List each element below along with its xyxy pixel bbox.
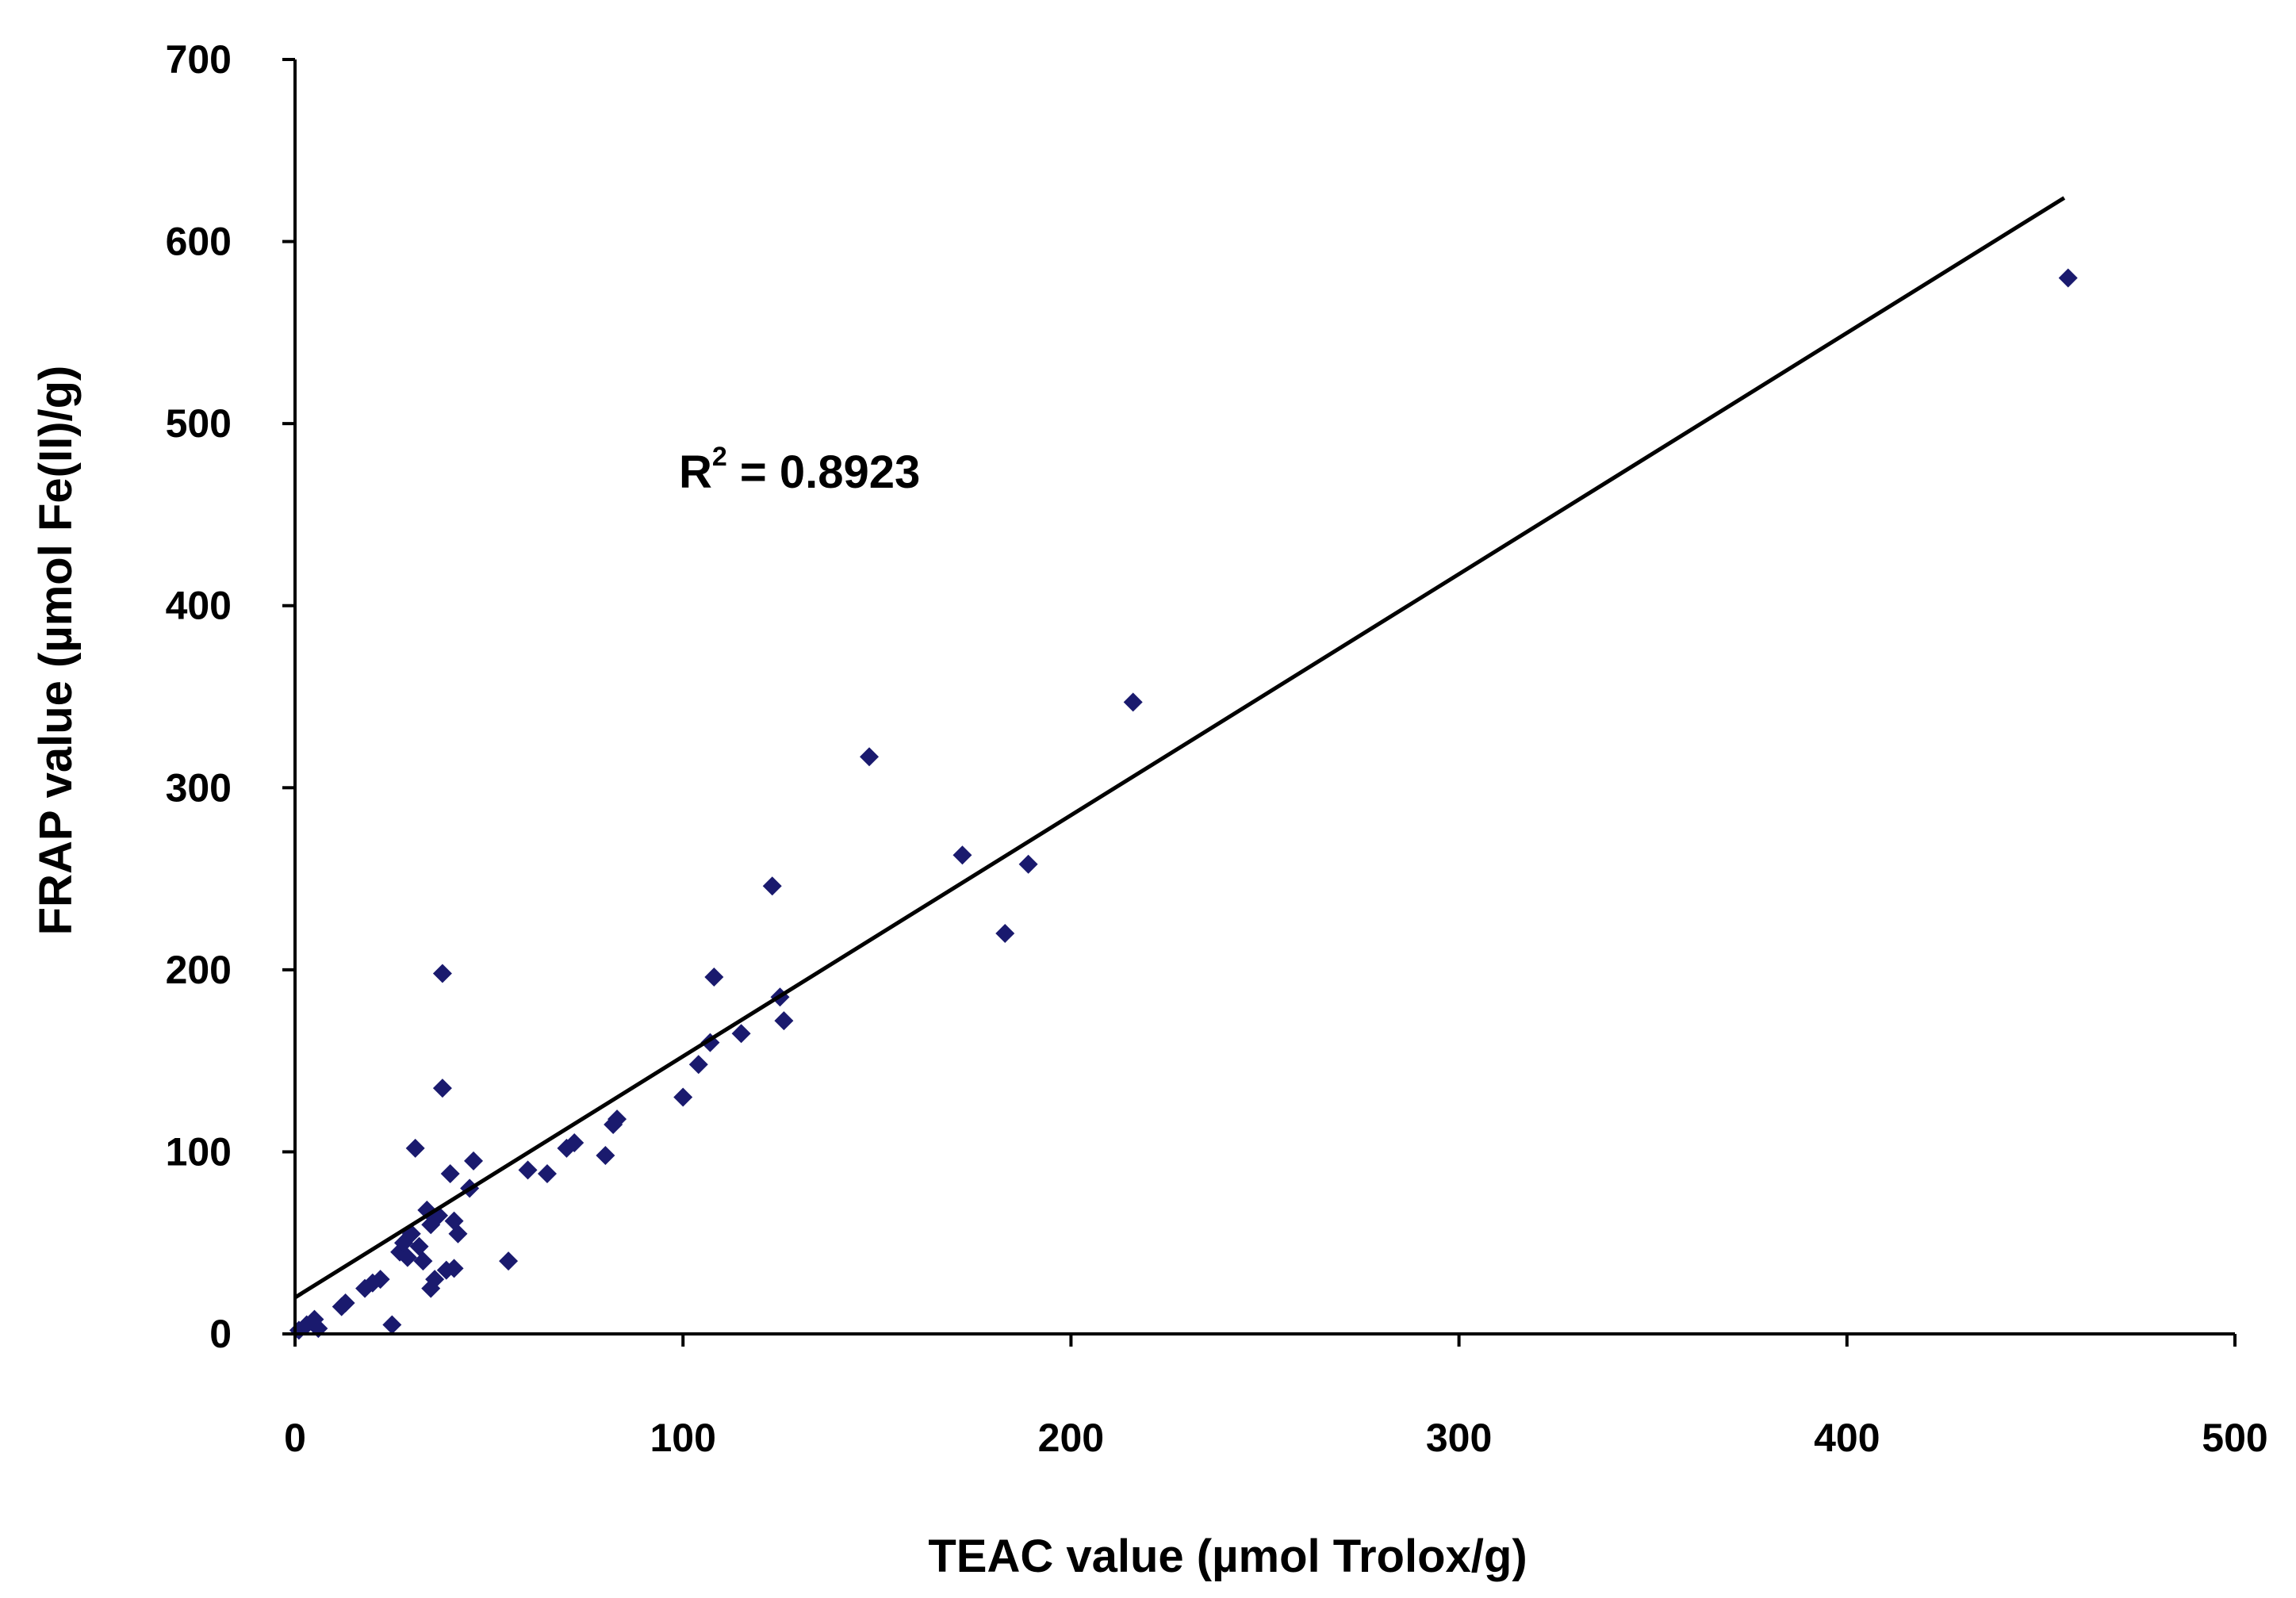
data-point xyxy=(537,1163,557,1183)
x-tick-label: 100 xyxy=(650,1416,715,1460)
y-tick-label: 200 xyxy=(166,948,232,992)
x-axis-ticks: 0 100 200 300 400 500 xyxy=(284,1334,2268,1460)
y-tick-label: 500 xyxy=(166,401,232,446)
y-tick-label: 600 xyxy=(166,220,232,264)
data-point xyxy=(397,1247,417,1267)
data-point xyxy=(995,923,1015,943)
data-point xyxy=(608,1109,627,1129)
y-tick-label: 700 xyxy=(166,37,232,82)
data-point xyxy=(596,1146,615,1166)
data-point xyxy=(499,1251,519,1271)
data-point xyxy=(448,1224,468,1244)
data-point xyxy=(762,876,782,896)
data-point xyxy=(413,1251,433,1271)
trend-line xyxy=(293,196,2066,1300)
y-axis-title: FRAP value (µmol Fe(II)/g) xyxy=(30,366,82,936)
x-tick-label: 0 xyxy=(284,1416,306,1460)
y-tick-label: 100 xyxy=(166,1129,232,1174)
data-point xyxy=(673,1087,693,1107)
y-axis-ticks: 0 100 200 300 400 500 600 700 xyxy=(166,37,295,1356)
x-tick-label: 400 xyxy=(1814,1416,1880,1460)
r-squared-base: R xyxy=(679,446,712,498)
y-tick-label: 400 xyxy=(166,584,232,628)
data-point xyxy=(518,1160,538,1180)
data-point xyxy=(860,747,880,767)
x-axis-title: TEAC value (µmol Trolox/g) xyxy=(928,1531,1527,1582)
data-point xyxy=(731,1024,751,1044)
data-points xyxy=(289,268,2078,1340)
data-point xyxy=(370,1270,390,1290)
data-point xyxy=(688,1055,708,1075)
data-point xyxy=(425,1270,445,1290)
data-point xyxy=(774,1011,794,1031)
data-point xyxy=(440,1163,460,1183)
data-point xyxy=(1123,692,1143,712)
data-point xyxy=(444,1259,464,1278)
data-point xyxy=(335,1293,355,1313)
data-point xyxy=(704,968,724,987)
y-tick-label: 300 xyxy=(166,765,232,810)
data-point xyxy=(432,964,452,983)
data-point xyxy=(2058,268,2078,288)
axes xyxy=(293,59,2235,1335)
data-point xyxy=(382,1315,402,1335)
data-point xyxy=(409,1236,429,1256)
data-point xyxy=(565,1132,585,1152)
data-point xyxy=(1018,854,1038,874)
x-tick-label: 500 xyxy=(2202,1416,2267,1460)
x-tick-label: 200 xyxy=(1038,1416,1104,1460)
r-squared-annotation: R2 = 0.8923 xyxy=(679,442,920,498)
r-squared-superscript: 2 xyxy=(712,442,727,472)
y-tick-label: 0 xyxy=(209,1312,232,1356)
r-squared-value: = 0.8923 xyxy=(727,446,921,498)
data-point xyxy=(953,845,972,865)
x-tick-label: 300 xyxy=(1426,1416,1492,1460)
data-point xyxy=(405,1138,425,1158)
data-point xyxy=(432,1079,452,1098)
data-point xyxy=(464,1151,484,1171)
